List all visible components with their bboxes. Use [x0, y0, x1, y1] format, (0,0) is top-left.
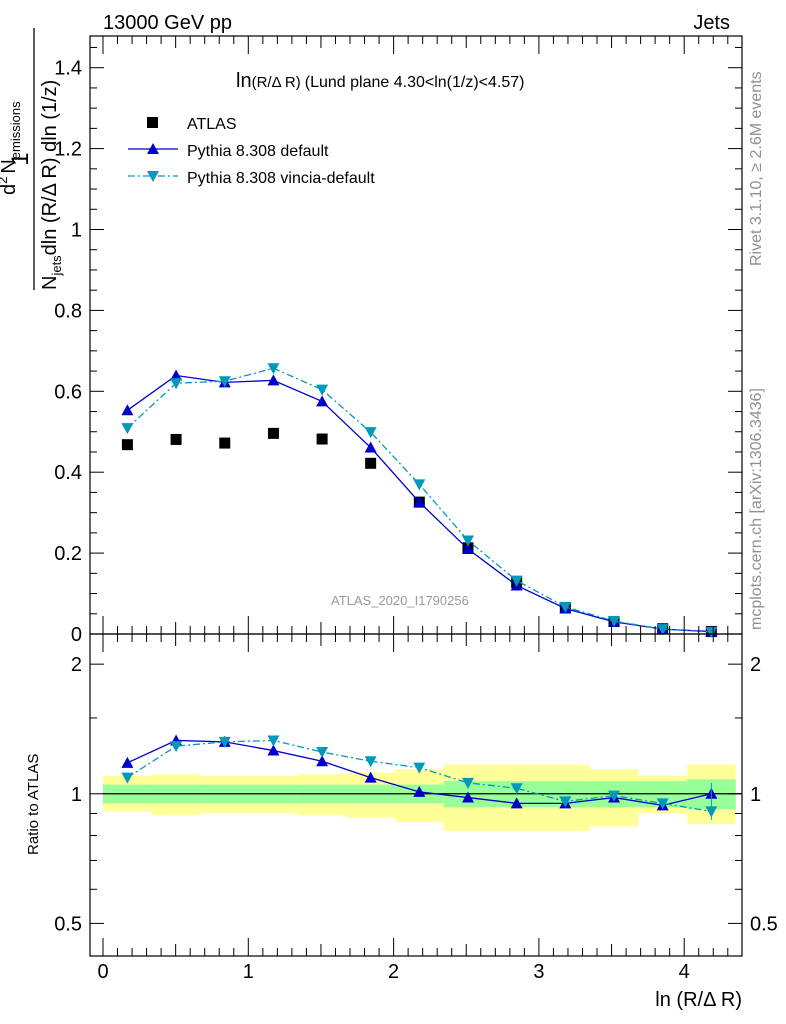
- main-pythia-vincia-point: [559, 601, 572, 613]
- ratio-pythia-vincia-point: [608, 790, 621, 802]
- main-pythia-vincia-point: [316, 384, 329, 396]
- ratio-pythia-default-point: [413, 785, 426, 797]
- ylabel-denominator: Njetsdln (R/Δ R) dln (1/z): [39, 80, 64, 290]
- ratio-ytick-label-left: 2: [71, 654, 82, 676]
- ratio-pythia-vincia-point: [218, 736, 231, 748]
- main-pythia-vincia-point: [461, 535, 474, 547]
- plot-title: ln(R/Δ R) (Lund plane 4.30<ln(1/z)<4.57): [236, 70, 524, 92]
- main-atlas-point: [365, 457, 377, 469]
- legend-atlas-marker: [147, 117, 158, 128]
- main-ytick-label: 1.2: [54, 139, 82, 161]
- ratio-pythia-vincia-point: [364, 756, 377, 768]
- ratio-pythia-vincia-point: [461, 777, 474, 789]
- ratio-pythia-default-point: [364, 771, 377, 783]
- main-atlas-point: [267, 427, 279, 439]
- main-panel: 0 0.2 0.4 0.6 0.8 1 1.2 1.4 ln(R/Δ R) (Lund plan…: [0, 28, 743, 646]
- ratio-pythia-vincia-point: [413, 762, 426, 774]
- ratio-ytick-label-left: 1: [71, 784, 82, 806]
- main-ytick-label: 0.8: [54, 300, 82, 322]
- main-atlas-point: [121, 439, 133, 451]
- ratio-pythia-default-point: [121, 756, 134, 768]
- main-ticks: 0 0.2 0.4 0.6 0.8 1 1.2 1.4: [54, 36, 742, 646]
- ratio-pythia-vincia-point: [559, 796, 572, 808]
- main-pythia-vincia-point: [705, 626, 718, 638]
- ratio-pythia-vincia-point: [656, 798, 669, 810]
- legend-vincia-label: Pythia 8.308 vincia-default: [187, 170, 375, 187]
- main-pythia-default-point: [461, 543, 474, 555]
- ratio-frame: [89, 633, 743, 957]
- main-pythia-vincia-point: [656, 624, 669, 636]
- main-ylabel-numerator: d2Nemissions: [0, 101, 23, 195]
- ratio-ytick-label-right: 2: [750, 654, 761, 676]
- ratio-marks: [121, 734, 718, 820]
- main-pythia-vincia-point: [170, 378, 183, 390]
- main-pythia-vincia-point: [267, 363, 280, 375]
- ylabel-numerator-one: 1: [7, 152, 34, 165]
- energy-label: 13000 GeV pp: [103, 12, 232, 34]
- ratio-pythia-default-point: [510, 797, 523, 809]
- ratio-xtick-label: 3: [533, 961, 544, 983]
- main-ytick-label: 0.6: [54, 381, 82, 403]
- ratio-pythia-default-point: [267, 744, 280, 756]
- ratio-pythia-vincia-point: [316, 747, 329, 759]
- main-atlas-point: [170, 433, 182, 445]
- main-pythia-vincia-point: [121, 423, 134, 435]
- main-pythia-default-point: [364, 441, 377, 453]
- main-atlas-point: [219, 437, 231, 449]
- legend-default-marker: [147, 143, 159, 154]
- main-ytick-label: 1.4: [54, 58, 82, 80]
- ratio-ytick-label-right: 0.5: [750, 913, 778, 935]
- main-ytick-label: 0.4: [54, 462, 82, 484]
- main-atlas-point: [316, 433, 328, 445]
- ratio-pythia-vincia-point: [121, 772, 134, 784]
- ratio-xtick-label: 1: [243, 961, 254, 983]
- title-prefix: ln: [236, 70, 252, 92]
- main-pythia-vincia-point: [413, 479, 426, 491]
- legend: ATLAS Pythia 8.308 default Pythia 8.308 …: [128, 116, 375, 187]
- main-pythia-default-point: [267, 374, 280, 386]
- ratio-xtick-label: 2: [388, 961, 399, 983]
- ratio-ylabel: Ratio to ATLAS: [25, 754, 42, 855]
- main-ytick-label: 0.2: [54, 543, 82, 565]
- main-pythia-default-point: [316, 395, 329, 407]
- ratio-ticks: 0.5 0.5 1 1 2 2 0 1 2 3 4: [54, 634, 778, 983]
- ratio-pythia-vincia-point: [170, 741, 183, 753]
- ratio-ytick-label-right: 1: [750, 784, 761, 806]
- jets-label: Jets: [693, 12, 730, 34]
- title-sub: (R/Δ R): [252, 74, 301, 91]
- main-pythia-vincia-point: [364, 427, 377, 439]
- main-pythia-vincia-point: [510, 575, 523, 587]
- legend-atlas-label: ATLAS: [187, 116, 237, 133]
- ratio-pythia-vincia-point: [267, 735, 280, 747]
- ratio-pythia-vincia-point: [510, 783, 523, 795]
- ratio-panel: 0.5 0.5 1 1 2 2 0 1 2 3 4 Ratio to ATLAS ln (R/Δ R…: [25, 633, 778, 1011]
- rivet-label: Rivet 3.1.10, ≥ 2.6M events: [748, 71, 765, 266]
- main-marks: [121, 363, 718, 638]
- ratio-xtick-label: 4: [679, 961, 690, 983]
- legend-default-label: Pythia 8.308 default: [187, 143, 329, 160]
- main-ylabel: 1 Njetsdln (R/Δ R) dln (1/z): [7, 28, 64, 290]
- ratio-bands: [103, 764, 742, 831]
- svg-text:d2Nemissions: d2Nemissions: [0, 101, 23, 195]
- ratio-xlabel: ln (R/Δ R): [655, 989, 742, 1011]
- main-pythia-vincia-point: [608, 616, 621, 628]
- main-ytick-label: 1: [71, 220, 82, 242]
- main-pythia-vincia-point: [218, 376, 231, 388]
- mcplots-label: mcplots.cern.ch [arXiv:1306.3436]: [748, 388, 765, 630]
- ratio-ytick-label-left: 0.5: [54, 913, 82, 935]
- analysis-watermark: ATLAS_2020_I1790256: [331, 593, 469, 608]
- ratio-xtick-label: 0: [97, 961, 108, 983]
- legend-vincia-marker: [147, 171, 159, 182]
- main-ytick-label: 0: [71, 624, 82, 646]
- main-pythia-default-point: [413, 496, 426, 508]
- ratio-pythia-default-point: [316, 755, 329, 767]
- main-pythia-default-point: [170, 369, 183, 381]
- title-rest: (Lund plane 4.30<ln(1/z)<4.57): [305, 74, 525, 91]
- main-pythia-default-point: [121, 404, 134, 416]
- ratio-pythia-default-point: [461, 791, 474, 803]
